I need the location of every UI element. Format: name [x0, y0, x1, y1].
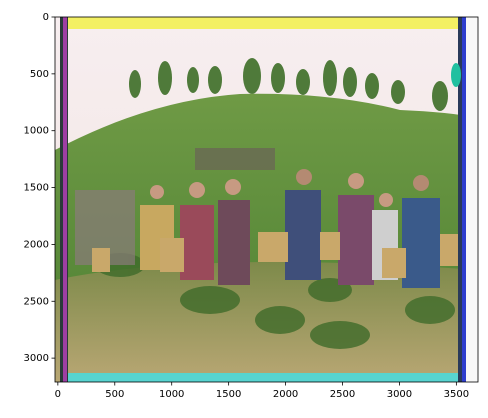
- y-tick-label: 2000: [24, 239, 49, 250]
- x-tick-label: 2000: [273, 389, 298, 400]
- y-tick-label: 500: [30, 69, 49, 80]
- x-tick-label: 3500: [444, 389, 469, 400]
- y-tick-label: 1500: [24, 183, 49, 194]
- x-tick-label: 2500: [330, 389, 355, 400]
- x-tick-label: 3000: [387, 389, 412, 400]
- x-tick-label: 1500: [216, 389, 241, 400]
- y-tick-label: 2500: [24, 296, 49, 307]
- image: [55, 17, 478, 382]
- y-tick-label: 0: [43, 12, 49, 23]
- x-tick-label: 1000: [159, 389, 184, 400]
- x-tick-label: 500: [105, 389, 124, 400]
- y-tick-label: 1000: [24, 126, 49, 137]
- y-tick-label: 3000: [24, 353, 49, 364]
- x-tick-label: 0: [55, 389, 61, 400]
- figures: [75, 148, 460, 288]
- axes-frame: [54, 16, 479, 383]
